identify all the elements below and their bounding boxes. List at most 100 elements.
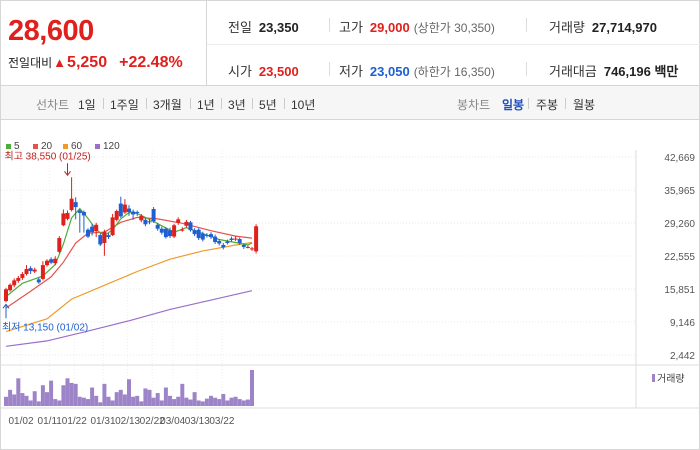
candle-body — [221, 244, 226, 248]
tab-separator — [190, 98, 191, 109]
candle-body — [4, 289, 8, 302]
legend-swatch — [6, 144, 11, 149]
volume-bar — [221, 394, 226, 406]
prev-close: 전일 23,350 — [228, 20, 299, 35]
volume-bar — [147, 389, 152, 406]
candle-body — [24, 269, 29, 274]
candle-body — [122, 204, 127, 213]
candle-body — [151, 209, 156, 222]
candle-body — [118, 203, 123, 217]
tab-weekly[interactable]: 주봉 — [536, 98, 559, 112]
candle-body — [213, 236, 218, 242]
up-triangle-icon: ▲ — [53, 55, 67, 70]
x-tick-label: 03/13 — [185, 416, 210, 427]
volume-bar — [200, 401, 205, 406]
separator — [526, 62, 527, 76]
candle-body — [245, 246, 250, 248]
volume-bar — [16, 378, 21, 406]
volume-bar — [86, 399, 90, 406]
legend-swatch — [95, 144, 100, 149]
candle-body — [250, 248, 254, 250]
legend-ma20: 20 — [33, 141, 52, 152]
volume-bar — [245, 399, 250, 406]
candle-body — [200, 233, 205, 240]
price-change: 전일대비 ▲ 5,250 +22.48% — [8, 54, 183, 72]
volume-bar — [225, 400, 230, 406]
candle-body — [16, 277, 21, 281]
volume-bar — [36, 401, 41, 406]
tab-3m[interactable]: 3개월 — [153, 98, 182, 112]
volume-bar — [69, 382, 74, 406]
high-annotation: 최고 38,550 (01/25) — [5, 150, 91, 162]
volume-bar — [188, 399, 193, 406]
candle-body — [65, 212, 70, 219]
tab-1w[interactable]: 1주일 — [110, 98, 139, 112]
ma120-line — [5, 290, 253, 347]
candle-body — [204, 235, 209, 237]
candle-body — [131, 211, 136, 215]
candle-body — [114, 210, 119, 220]
candle-body — [73, 202, 78, 208]
volume-bar — [204, 398, 209, 406]
volume-bar — [12, 394, 17, 406]
legend-ma60: 60 — [63, 141, 82, 152]
candle-body — [81, 211, 86, 216]
candle-body — [159, 228, 164, 233]
tab-separator — [146, 98, 147, 109]
tab-1d[interactable]: 1일 — [78, 98, 96, 112]
open-price: 시가 23,500 — [228, 64, 299, 79]
volume-bar — [180, 383, 185, 406]
volume-bar — [57, 400, 62, 406]
tab-3y[interactable]: 3년 — [228, 98, 246, 112]
change-amount: 5,250 — [67, 54, 108, 71]
volume-bar — [8, 389, 13, 406]
tab-separator — [103, 98, 104, 109]
tab-monthly[interactable]: 월봉 — [573, 98, 596, 112]
volume-bar — [139, 401, 144, 406]
candle-body — [61, 213, 66, 226]
volume-bar — [94, 395, 99, 406]
candle-body — [237, 239, 242, 243]
separator — [329, 18, 330, 32]
volume-bar — [32, 391, 37, 406]
volume-bar — [77, 396, 82, 406]
volume-bar — [61, 385, 66, 406]
volume-bar — [28, 400, 33, 406]
tab-daily[interactable]: 일봉 — [502, 98, 525, 112]
x-tick-label: 01/02 — [8, 416, 33, 427]
volume-bar — [229, 397, 234, 406]
candle-body — [163, 228, 168, 238]
row-divider — [207, 44, 700, 45]
volume-bar — [90, 387, 95, 406]
volume-bar — [209, 395, 213, 406]
candle-body — [102, 231, 107, 243]
candle-body — [86, 229, 90, 237]
x-tick-label: 03/22 — [209, 416, 234, 427]
tab-5y[interactable]: 5년 — [259, 98, 277, 112]
tab-line-chart[interactable]: 선차트 — [36, 98, 70, 112]
change-percent: +22.48% — [119, 54, 183, 71]
candle-body — [127, 208, 131, 212]
tab-10y[interactable]: 10년 — [291, 98, 316, 112]
candle-body — [135, 211, 140, 213]
volume-bar — [127, 379, 131, 406]
tab-1y[interactable]: 1년 — [197, 98, 215, 112]
volume-legend-swatch — [652, 374, 655, 382]
x-tick-label: 01/22 — [62, 416, 87, 427]
y-tick-label: 22,555 — [664, 252, 695, 263]
volume-bar — [172, 399, 177, 406]
tab-separator — [252, 98, 253, 109]
volume-bar — [176, 396, 181, 406]
candle-body — [209, 234, 213, 238]
candle-body — [176, 219, 181, 223]
price-box: 28,600 전일대비 ▲ 5,250 +22.48% — [1, 1, 207, 87]
candle-body — [57, 238, 62, 252]
tab-separator — [221, 98, 222, 109]
candle-body — [90, 226, 95, 233]
legend-ma5: 5 — [6, 141, 20, 152]
y-tick-label: 35,965 — [664, 186, 695, 197]
legend-swatch — [63, 144, 68, 149]
tab-candle-chart[interactable]: 봉차트 — [457, 98, 491, 112]
y-tick-label: 9,146 — [670, 318, 695, 329]
